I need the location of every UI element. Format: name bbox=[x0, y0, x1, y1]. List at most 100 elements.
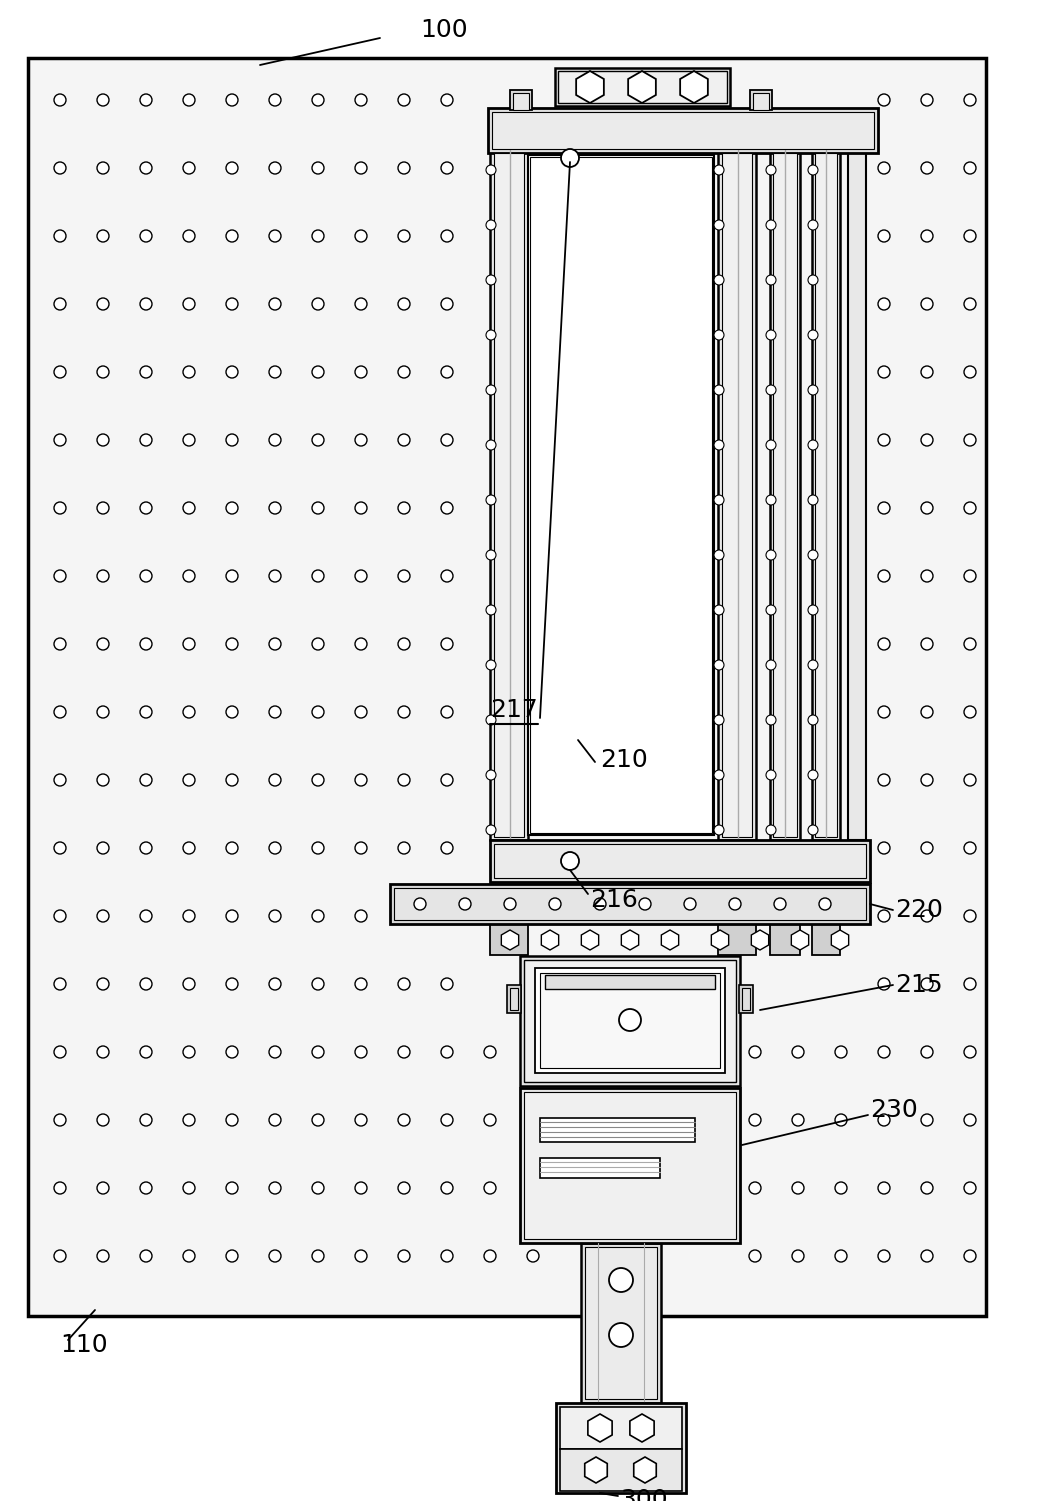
Circle shape bbox=[808, 770, 818, 781]
Circle shape bbox=[355, 95, 367, 107]
Circle shape bbox=[484, 1181, 496, 1193]
Circle shape bbox=[54, 1114, 66, 1126]
Bar bbox=[848, 150, 866, 841]
Circle shape bbox=[97, 1181, 109, 1193]
Bar bbox=[540, 1157, 660, 1178]
Circle shape bbox=[312, 638, 324, 650]
Circle shape bbox=[139, 366, 152, 378]
Circle shape bbox=[486, 165, 496, 176]
Circle shape bbox=[226, 162, 238, 174]
Circle shape bbox=[97, 1046, 109, 1058]
Bar bbox=[560, 1406, 682, 1448]
Circle shape bbox=[766, 165, 776, 176]
Circle shape bbox=[766, 275, 776, 285]
Circle shape bbox=[808, 165, 818, 176]
Circle shape bbox=[97, 775, 109, 787]
Circle shape bbox=[527, 1114, 539, 1126]
Circle shape bbox=[441, 570, 453, 582]
Circle shape bbox=[878, 1181, 890, 1193]
Circle shape bbox=[355, 501, 367, 513]
Circle shape bbox=[312, 299, 324, 311]
Circle shape bbox=[398, 979, 410, 991]
Circle shape bbox=[54, 1250, 66, 1262]
Circle shape bbox=[878, 366, 890, 378]
Circle shape bbox=[312, 1046, 324, 1058]
Circle shape bbox=[766, 384, 776, 395]
Circle shape bbox=[775, 898, 786, 910]
Circle shape bbox=[921, 638, 933, 650]
Circle shape bbox=[441, 1046, 453, 1058]
Text: 217: 217 bbox=[490, 698, 538, 722]
Circle shape bbox=[269, 910, 281, 922]
Circle shape bbox=[312, 775, 324, 787]
Circle shape bbox=[139, 1114, 152, 1126]
Bar bbox=[390, 884, 870, 925]
Circle shape bbox=[878, 95, 890, 107]
Circle shape bbox=[183, 638, 195, 650]
Circle shape bbox=[139, 434, 152, 446]
Circle shape bbox=[398, 230, 410, 242]
Circle shape bbox=[486, 330, 496, 341]
Circle shape bbox=[312, 95, 324, 107]
Bar bbox=[815, 153, 837, 838]
Circle shape bbox=[964, 366, 976, 378]
Circle shape bbox=[139, 299, 152, 311]
Bar bbox=[812, 150, 840, 841]
Circle shape bbox=[441, 366, 453, 378]
Circle shape bbox=[921, 979, 933, 991]
Circle shape bbox=[226, 570, 238, 582]
Circle shape bbox=[808, 221, 818, 230]
Circle shape bbox=[504, 898, 516, 910]
Circle shape bbox=[398, 1046, 410, 1058]
Circle shape bbox=[355, 299, 367, 311]
Circle shape bbox=[619, 1009, 641, 1031]
Circle shape bbox=[183, 1046, 195, 1058]
Text: 216: 216 bbox=[590, 889, 638, 913]
Circle shape bbox=[54, 910, 66, 922]
Circle shape bbox=[714, 275, 723, 285]
Text: 230: 230 bbox=[870, 1099, 918, 1123]
Circle shape bbox=[921, 775, 933, 787]
Circle shape bbox=[808, 384, 818, 395]
Circle shape bbox=[312, 501, 324, 513]
Circle shape bbox=[878, 638, 890, 650]
Circle shape bbox=[398, 842, 410, 854]
Bar bbox=[560, 1448, 682, 1490]
Circle shape bbox=[54, 162, 66, 174]
Circle shape bbox=[921, 570, 933, 582]
Circle shape bbox=[609, 1268, 633, 1292]
Circle shape bbox=[561, 853, 579, 871]
Circle shape bbox=[269, 434, 281, 446]
Circle shape bbox=[54, 570, 66, 582]
Circle shape bbox=[54, 979, 66, 991]
Circle shape bbox=[183, 1114, 195, 1126]
Circle shape bbox=[183, 1250, 195, 1262]
Circle shape bbox=[54, 501, 66, 513]
Circle shape bbox=[312, 979, 324, 991]
Bar bbox=[494, 844, 866, 878]
Circle shape bbox=[226, 434, 238, 446]
Circle shape bbox=[183, 501, 195, 513]
Text: 100: 100 bbox=[420, 18, 467, 42]
Circle shape bbox=[54, 366, 66, 378]
Circle shape bbox=[714, 549, 723, 560]
Circle shape bbox=[714, 440, 723, 450]
Circle shape bbox=[398, 910, 410, 922]
Circle shape bbox=[54, 1181, 66, 1193]
Circle shape bbox=[355, 842, 367, 854]
Circle shape bbox=[139, 501, 152, 513]
Circle shape bbox=[97, 638, 109, 650]
Circle shape bbox=[139, 95, 152, 107]
Circle shape bbox=[964, 501, 976, 513]
Bar bbox=[581, 1243, 661, 1403]
Circle shape bbox=[54, 95, 66, 107]
Circle shape bbox=[964, 299, 976, 311]
Circle shape bbox=[964, 1046, 976, 1058]
Circle shape bbox=[486, 826, 496, 835]
Circle shape bbox=[226, 910, 238, 922]
Text: 220: 220 bbox=[895, 898, 943, 922]
Circle shape bbox=[766, 549, 776, 560]
Circle shape bbox=[964, 570, 976, 582]
Circle shape bbox=[441, 95, 453, 107]
Circle shape bbox=[527, 1046, 539, 1058]
